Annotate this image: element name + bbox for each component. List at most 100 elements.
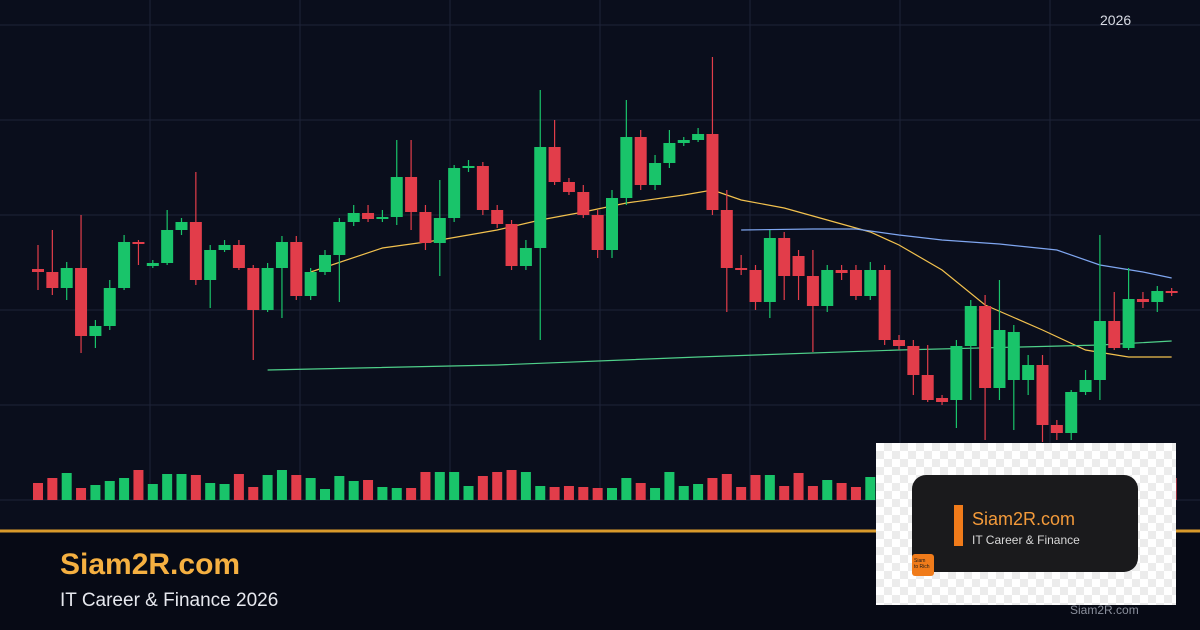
- volume-bar: [176, 474, 187, 500]
- candle-body: [562, 182, 575, 192]
- volume-bar: [549, 487, 560, 500]
- volume-bar: [363, 480, 374, 500]
- volume-bar: [219, 484, 230, 500]
- volume-bar: [836, 483, 847, 500]
- volume-bar: [348, 481, 359, 500]
- candle-body: [462, 166, 475, 168]
- candle-body: [893, 340, 905, 346]
- volume-bar: [320, 489, 330, 500]
- card-subtitle: IT Career & Finance: [972, 533, 1080, 547]
- candle-body: [964, 306, 977, 346]
- candle-body: [362, 213, 375, 219]
- candle-body: [749, 270, 762, 302]
- candle-body: [720, 210, 733, 268]
- candle-body: [232, 245, 245, 268]
- logo-bar: [954, 505, 963, 546]
- candle-body: [175, 222, 188, 230]
- candle-body: [620, 137, 633, 198]
- volume-bar: [233, 474, 244, 500]
- logo-card: Siam2R.com IT Career & Finance Siam to Ri…: [912, 475, 1138, 576]
- volume-bar: [678, 486, 689, 500]
- volume-bar: [850, 487, 861, 500]
- candle-body: [778, 238, 791, 276]
- year-label: 2026: [1100, 12, 1132, 28]
- volume-bar: [61, 473, 72, 500]
- volume-bar: [104, 481, 115, 500]
- watermark: Siam2R.com: [1070, 603, 1139, 617]
- volume-bar: [807, 486, 818, 500]
- candle-body: [118, 242, 131, 288]
- candle-body: [864, 270, 877, 296]
- volume-bar: [291, 475, 302, 500]
- candle-body: [60, 268, 73, 288]
- volume-bar: [334, 476, 345, 500]
- volume-bar: [650, 488, 661, 500]
- moving-average: [310, 189, 1172, 358]
- volume-bar: [578, 487, 589, 500]
- candle-body: [763, 238, 776, 302]
- candle-body: [936, 398, 949, 402]
- candle-body: [390, 177, 403, 217]
- volume-bar: [621, 478, 632, 500]
- candle-body: [433, 218, 446, 243]
- candle-body: [735, 268, 748, 270]
- volume-bar: [434, 472, 445, 500]
- candle-body: [491, 210, 504, 224]
- volume-bar: [463, 486, 474, 500]
- candle-body: [993, 330, 1006, 388]
- volume-bar: [406, 488, 417, 500]
- logo-icon: Siam to Rich: [912, 554, 934, 576]
- volume-bar: [779, 486, 790, 500]
- volume-bar: [147, 484, 158, 500]
- candle-body: [189, 222, 202, 280]
- candle-body: [347, 213, 360, 222]
- candle-body: [405, 177, 418, 212]
- moving-average: [741, 228, 1172, 279]
- brand-title: Siam2R.com: [60, 548, 241, 581]
- candle-body: [333, 222, 346, 255]
- candle-body: [677, 140, 690, 143]
- volume-bar: [420, 472, 431, 500]
- volume-bar: [693, 484, 704, 500]
- volume-bar: [736, 487, 747, 500]
- candle-body: [304, 272, 317, 296]
- volume-bar: [119, 478, 130, 500]
- volume-bar: [205, 483, 216, 500]
- icon-text: to Rich: [914, 564, 930, 570]
- volume-bar: [47, 478, 58, 500]
- candle-body: [448, 168, 461, 218]
- volume-bar: [520, 472, 531, 500]
- candle-body: [806, 276, 819, 306]
- volume-bar: [262, 475, 273, 500]
- volume-bar: [391, 488, 402, 500]
- candle-body: [476, 166, 489, 210]
- volume-bar: [90, 485, 101, 500]
- candle-body: [204, 250, 217, 280]
- candle-body: [692, 134, 705, 140]
- candle-body: [146, 263, 159, 266]
- candle-body: [275, 242, 288, 268]
- volume-bar: [506, 470, 517, 500]
- volume-bar: [707, 478, 718, 500]
- candle-body: [261, 268, 274, 310]
- candle-body: [663, 143, 676, 163]
- candle-body: [1007, 332, 1020, 380]
- candle-body: [921, 375, 934, 400]
- candle-body: [161, 230, 174, 263]
- candle-body: [907, 346, 920, 375]
- volume-bar: [248, 487, 259, 500]
- volume-bar: [721, 474, 732, 500]
- candle-body: [1108, 321, 1121, 348]
- candle-body: [878, 270, 891, 340]
- candle-body: [534, 147, 547, 248]
- candle-body: [821, 270, 834, 306]
- candle-body: [505, 224, 518, 266]
- candle-body: [32, 269, 44, 272]
- volume-bar: [33, 483, 43, 500]
- volume-bar: [664, 472, 675, 500]
- candle-body: [706, 134, 719, 210]
- volume-bar: [635, 483, 646, 500]
- candle-body: [979, 306, 992, 388]
- candle-body: [1122, 299, 1135, 348]
- volume-bar: [563, 486, 574, 500]
